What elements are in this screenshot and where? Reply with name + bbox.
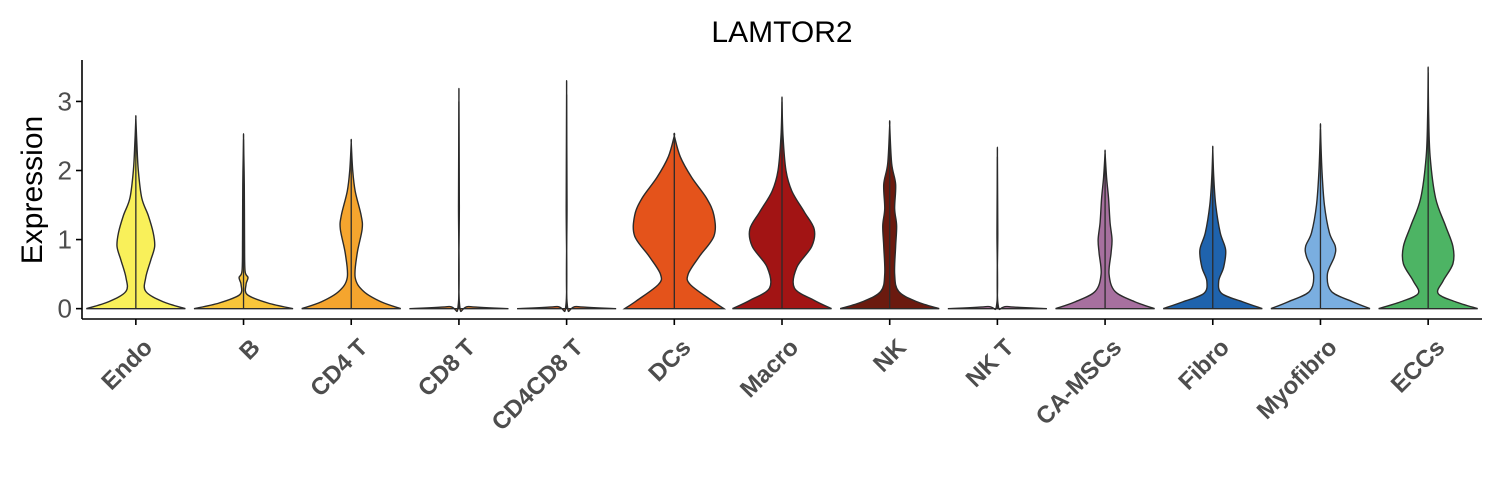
- x-tick-label: DCs: [643, 334, 696, 387]
- x-ticks-group: Endo B CD4 T CD8 T CD4CD8 T DCs Macro NK NK T CA-…: [96, 319, 1450, 436]
- y-axis-label: Expression: [16, 116, 49, 264]
- y-ticks-group: 0 1 2 3: [58, 86, 82, 324]
- violins-group: [86, 66, 1478, 313]
- x-tick-label: CA-MSCs: [1031, 334, 1127, 430]
- chart-title: LAMTOR2: [711, 16, 852, 49]
- y-tick-label: 0: [58, 294, 72, 324]
- x-tick-label: CD8 T: [413, 334, 481, 402]
- y-tick-label: 1: [58, 225, 72, 255]
- x-tick-label: Macro: [735, 334, 804, 403]
- x-tick-label: Myofibro: [1252, 334, 1343, 425]
- y-tick-label: 2: [58, 156, 72, 186]
- x-tick-label: Endo: [96, 334, 158, 396]
- x-tick-label: Fibro: [1173, 334, 1235, 396]
- x-tick-label: NK T: [961, 334, 1020, 393]
- x-tick-label: CD4CD8 T: [487, 334, 589, 436]
- x-tick-label: CD4 T: [305, 334, 373, 402]
- y-tick-label: 3: [58, 86, 72, 116]
- x-tick-label: NK: [868, 334, 912, 378]
- x-tick-label: B: [234, 334, 265, 365]
- x-tick-label: ECCs: [1386, 334, 1450, 398]
